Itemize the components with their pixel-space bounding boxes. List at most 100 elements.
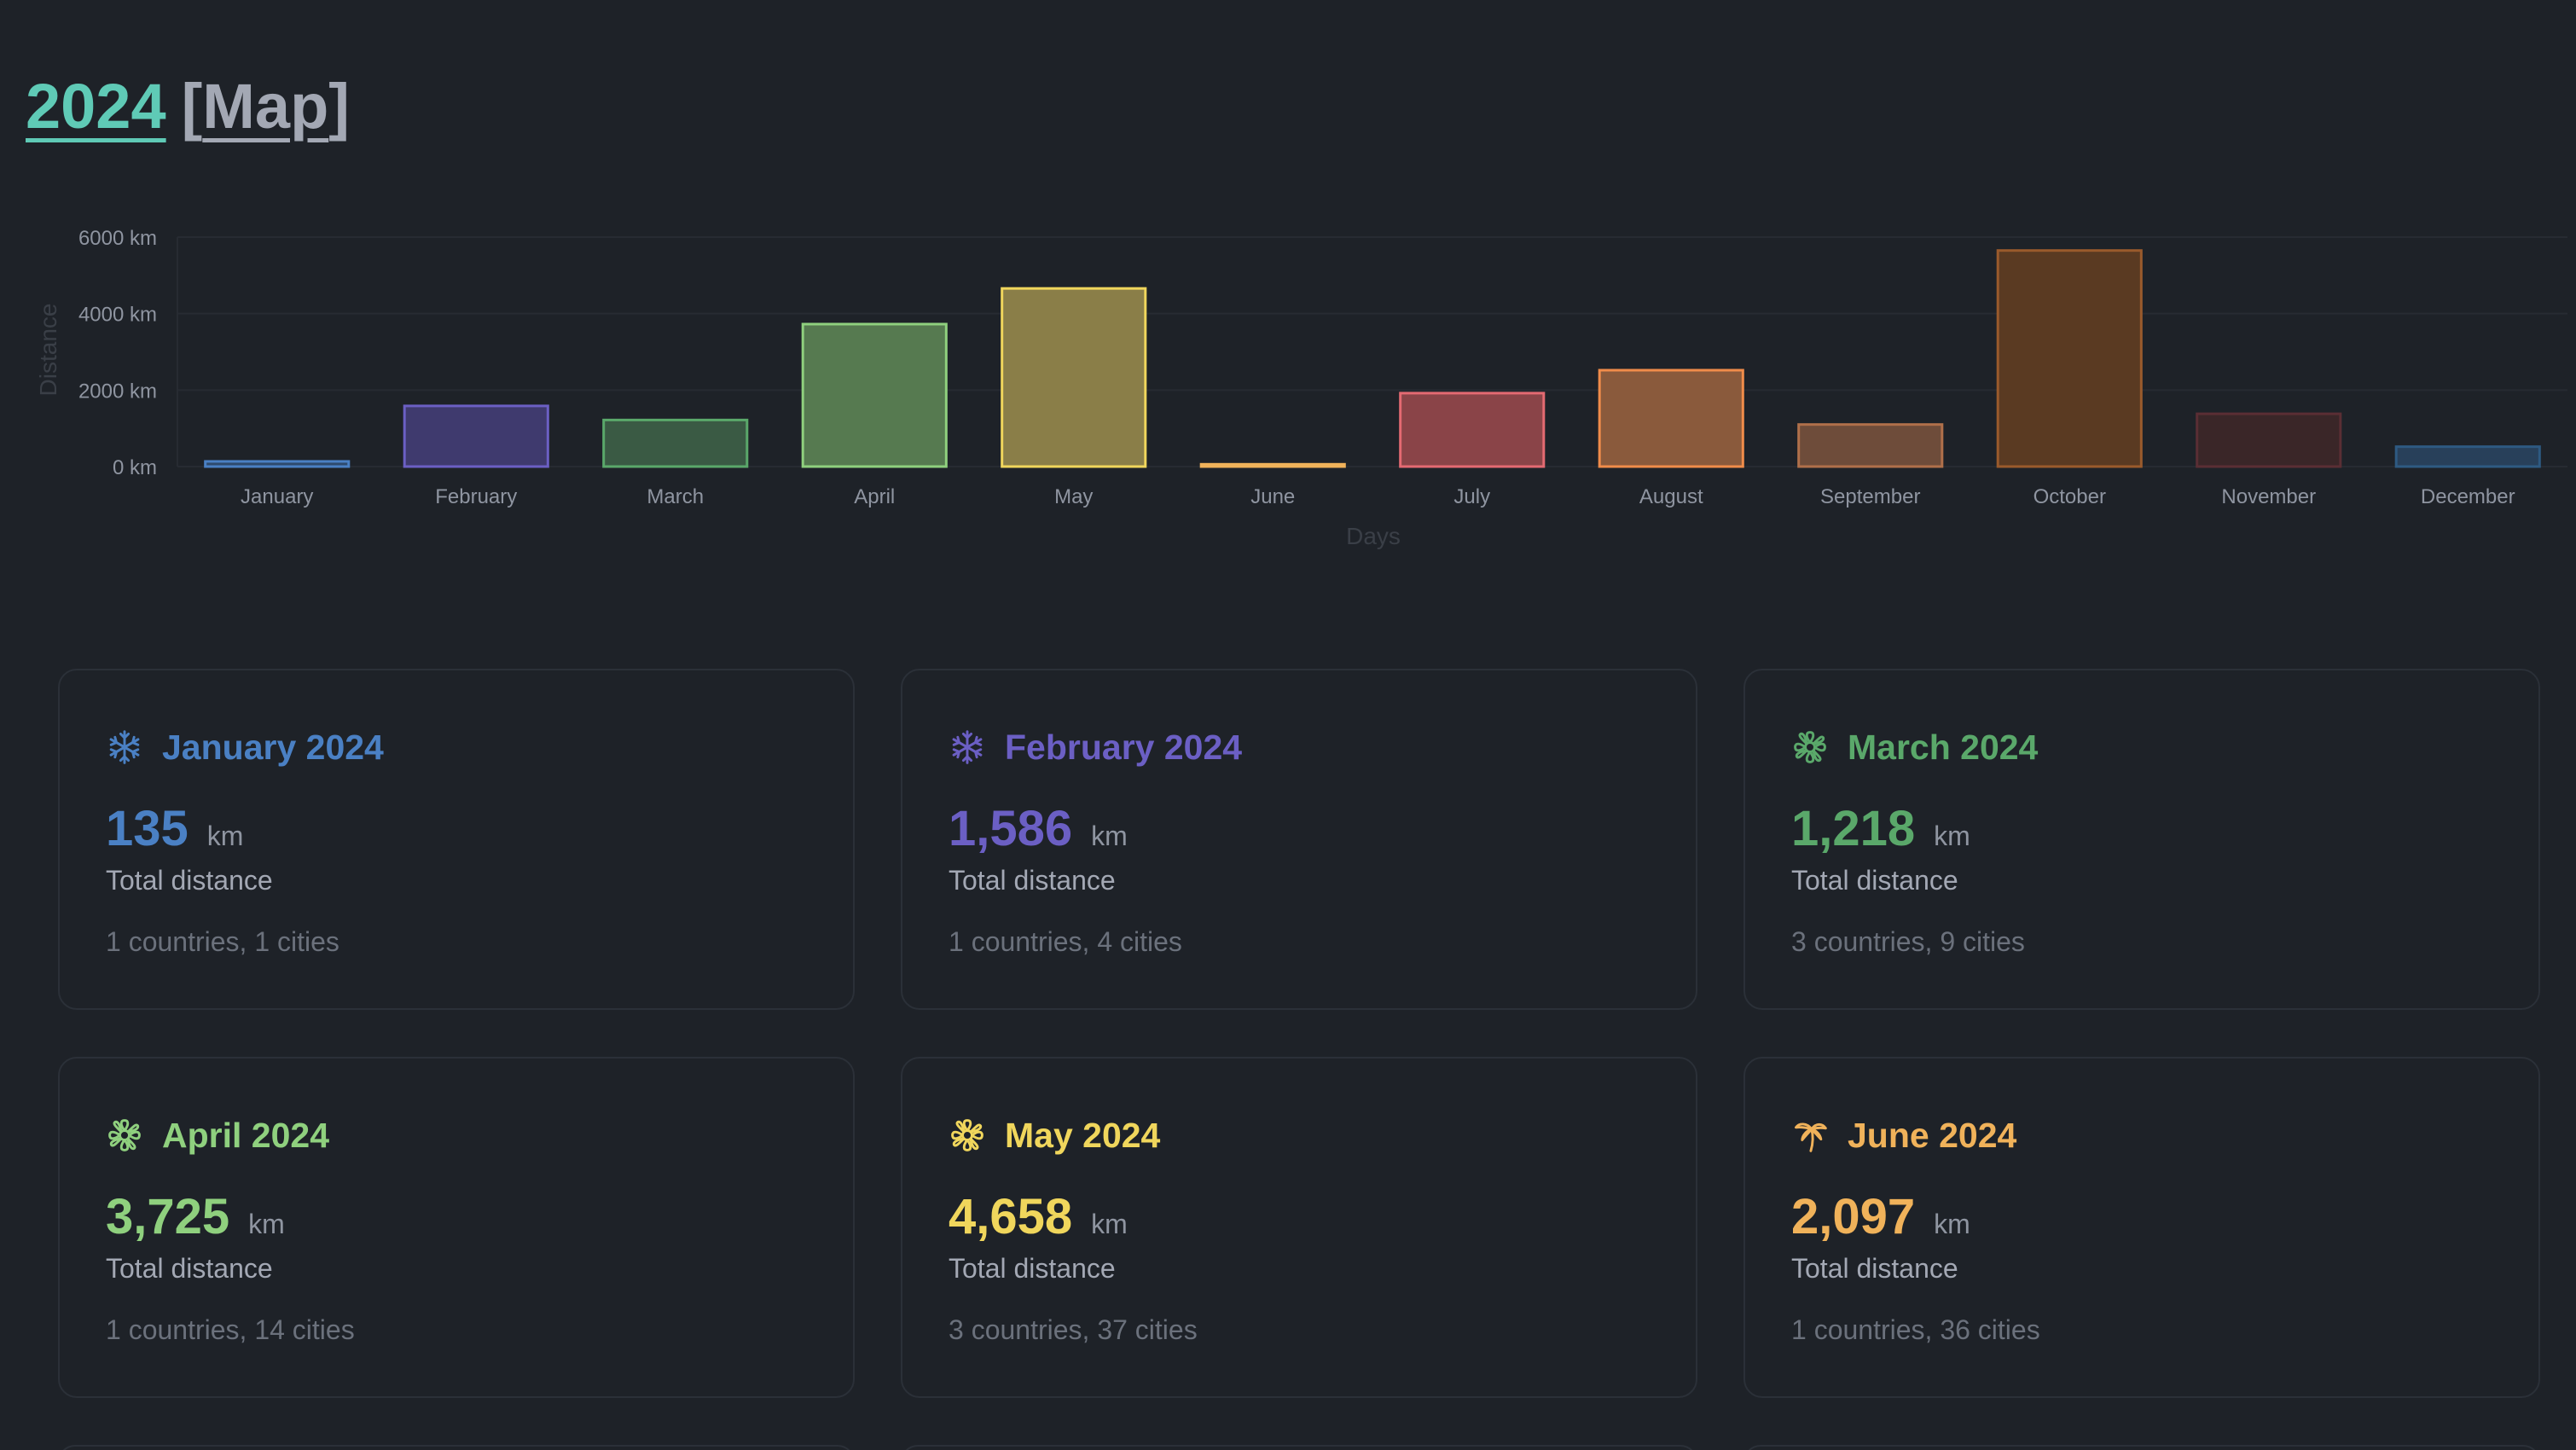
bar-april[interactable] [801,322,948,468]
month-card-title-text: April 2024 [162,1115,329,1155]
flower-icon [949,1116,986,1154]
countries-cities-summary: 3 countries, 37 cities [949,1314,1198,1345]
month-card-partial[interactable] [58,1445,855,1450]
distance-number: 1,586 [949,801,1073,856]
y-tick-label: 0 km [113,456,157,479]
distance-unit: km [1934,1209,1970,1239]
month-card[interactable]: February 2024 1,586 km Total distance 1 coun… [901,669,1697,1010]
month-card[interactable]: June 2024 2,097 km Total distance 1 countrie… [1743,1057,2540,1398]
bar-august[interactable] [1598,368,1744,468]
map-link-wrapper: [Map] [182,70,350,142]
month-card-title: May 2024 [949,1111,1160,1159]
countries-cities-summary: 1 countries, 4 cities [949,926,1182,957]
total-distance-value: 3,725 km [106,1188,285,1245]
map-bracket-open: [ [181,71,203,142]
palm-tree-icon [1791,1116,1829,1154]
map-bracket-close: ] [328,71,350,142]
distance-unit: km [1934,821,1970,851]
bar-july[interactable] [1399,392,1546,468]
flower-icon [1791,728,1829,766]
bar-september[interactable] [1797,423,1944,468]
total-distance-value: 135 km [106,800,243,857]
month-card-title: February 2024 [949,723,1242,771]
bar-june[interactable] [1199,462,1346,468]
total-distance-value: 1,218 km [1791,800,1970,857]
y-tick-label: 2000 km [78,380,157,403]
bar-december[interactable] [2394,445,2541,468]
distance-number: 2,097 [1791,1189,1916,1244]
total-distance-label: Total distance [949,865,1116,896]
distance-number: 1,218 [1791,801,1916,856]
x-tick-label: January [241,485,313,508]
year-link[interactable]: 2024 [26,71,166,142]
month-card-partial[interactable] [1743,1445,2540,1450]
x-tick-label: December [2421,485,2515,508]
month-card-title: March 2024 [1791,723,2038,771]
total-distance-label: Total distance [1791,1253,1958,1284]
monthly-distance-chart: 0 km 2000 km 4000 km 6000 km January Februar… [0,213,2576,571]
flower-icon [106,1116,143,1154]
x-tick-label: June [1250,485,1295,508]
countries-cities-summary: 1 countries, 1 cities [106,926,339,957]
countries-cities-summary: 1 countries, 36 cities [1791,1314,2040,1345]
chart-svg: 0 km 2000 km 4000 km 6000 km January Februar… [35,227,2567,549]
distance-unit: km [1091,821,1128,851]
total-distance-label: Total distance [106,865,273,896]
x-tick-label: March [647,485,704,508]
month-card[interactable]: April 2024 3,725 km Total distance 1 countri… [58,1057,855,1398]
y-tick-label: 6000 km [78,227,157,250]
month-card-title-text: June 2024 [1848,1115,2017,1155]
distance-number: 135 [106,801,189,856]
x-axis-ticks: January February March April May June July Augu… [241,485,2515,508]
y-axis-label: Distance [35,304,61,397]
month-card-title: April 2024 [106,1111,329,1159]
y-tick-label: 4000 km [78,304,157,327]
bar-november[interactable] [2196,412,2342,468]
x-tick-label: September [1820,485,1920,508]
x-tick-label: February [435,485,517,508]
total-distance-label: Total distance [106,1253,273,1284]
y-axis-ticks: 0 km 2000 km 4000 km 6000 km [78,227,157,479]
x-tick-label: October [2034,485,2106,508]
x-tick-label: April [854,485,895,508]
total-distance-value: 2,097 km [1791,1188,1970,1245]
month-card[interactable]: May 2024 4,658 km Total distance 3 countries… [901,1057,1697,1398]
distance-unit: km [206,821,244,851]
bar-march[interactable] [602,418,749,468]
total-distance-value: 1,586 km [949,800,1128,857]
bar-january[interactable] [204,460,351,468]
month-card-partial[interactable] [901,1445,1697,1450]
total-distance-label: Total distance [1791,865,1958,896]
chart-grid [177,236,2567,467]
countries-cities-summary: 3 countries, 9 cities [1791,926,2025,957]
chart-bars [204,249,2541,468]
snowflake-icon [949,728,986,766]
month-card-title-text: January 2024 [162,727,384,767]
x-tick-label: July [1453,485,1490,508]
distance-number: 4,658 [949,1189,1073,1244]
snowflake-icon [106,728,143,766]
distance-unit: km [248,1209,285,1239]
month-card-title-text: March 2024 [1848,727,2039,767]
x-tick-label: November [2221,485,2316,508]
month-card-title: June 2024 [1791,1111,2016,1159]
bar-may[interactable] [1001,287,1147,468]
month-card[interactable]: March 2024 1,218 km Total distance 3 countri… [1743,669,2540,1010]
bar-october[interactable] [1996,249,2143,468]
total-distance-value: 4,658 km [949,1188,1128,1245]
month-card[interactable]: January 2024 135 km Total distance 1 countri… [58,669,855,1010]
month-card-title-text: February 2024 [1005,727,1243,767]
month-card-title-text: May 2024 [1005,1115,1161,1155]
x-tick-label: May [1054,485,1093,508]
distance-unit: km [1091,1209,1128,1239]
distance-number: 3,725 [106,1189,230,1244]
map-link[interactable]: Map [202,71,329,142]
page-header: 2024 [Map] [26,70,350,147]
month-card-title: January 2024 [106,723,384,771]
countries-cities-summary: 1 countries, 14 cities [106,1314,355,1345]
x-tick-label: August [1639,485,1703,508]
x-axis-label: Days [1346,523,1401,549]
bar-february[interactable] [403,404,549,468]
total-distance-label: Total distance [949,1253,1116,1284]
